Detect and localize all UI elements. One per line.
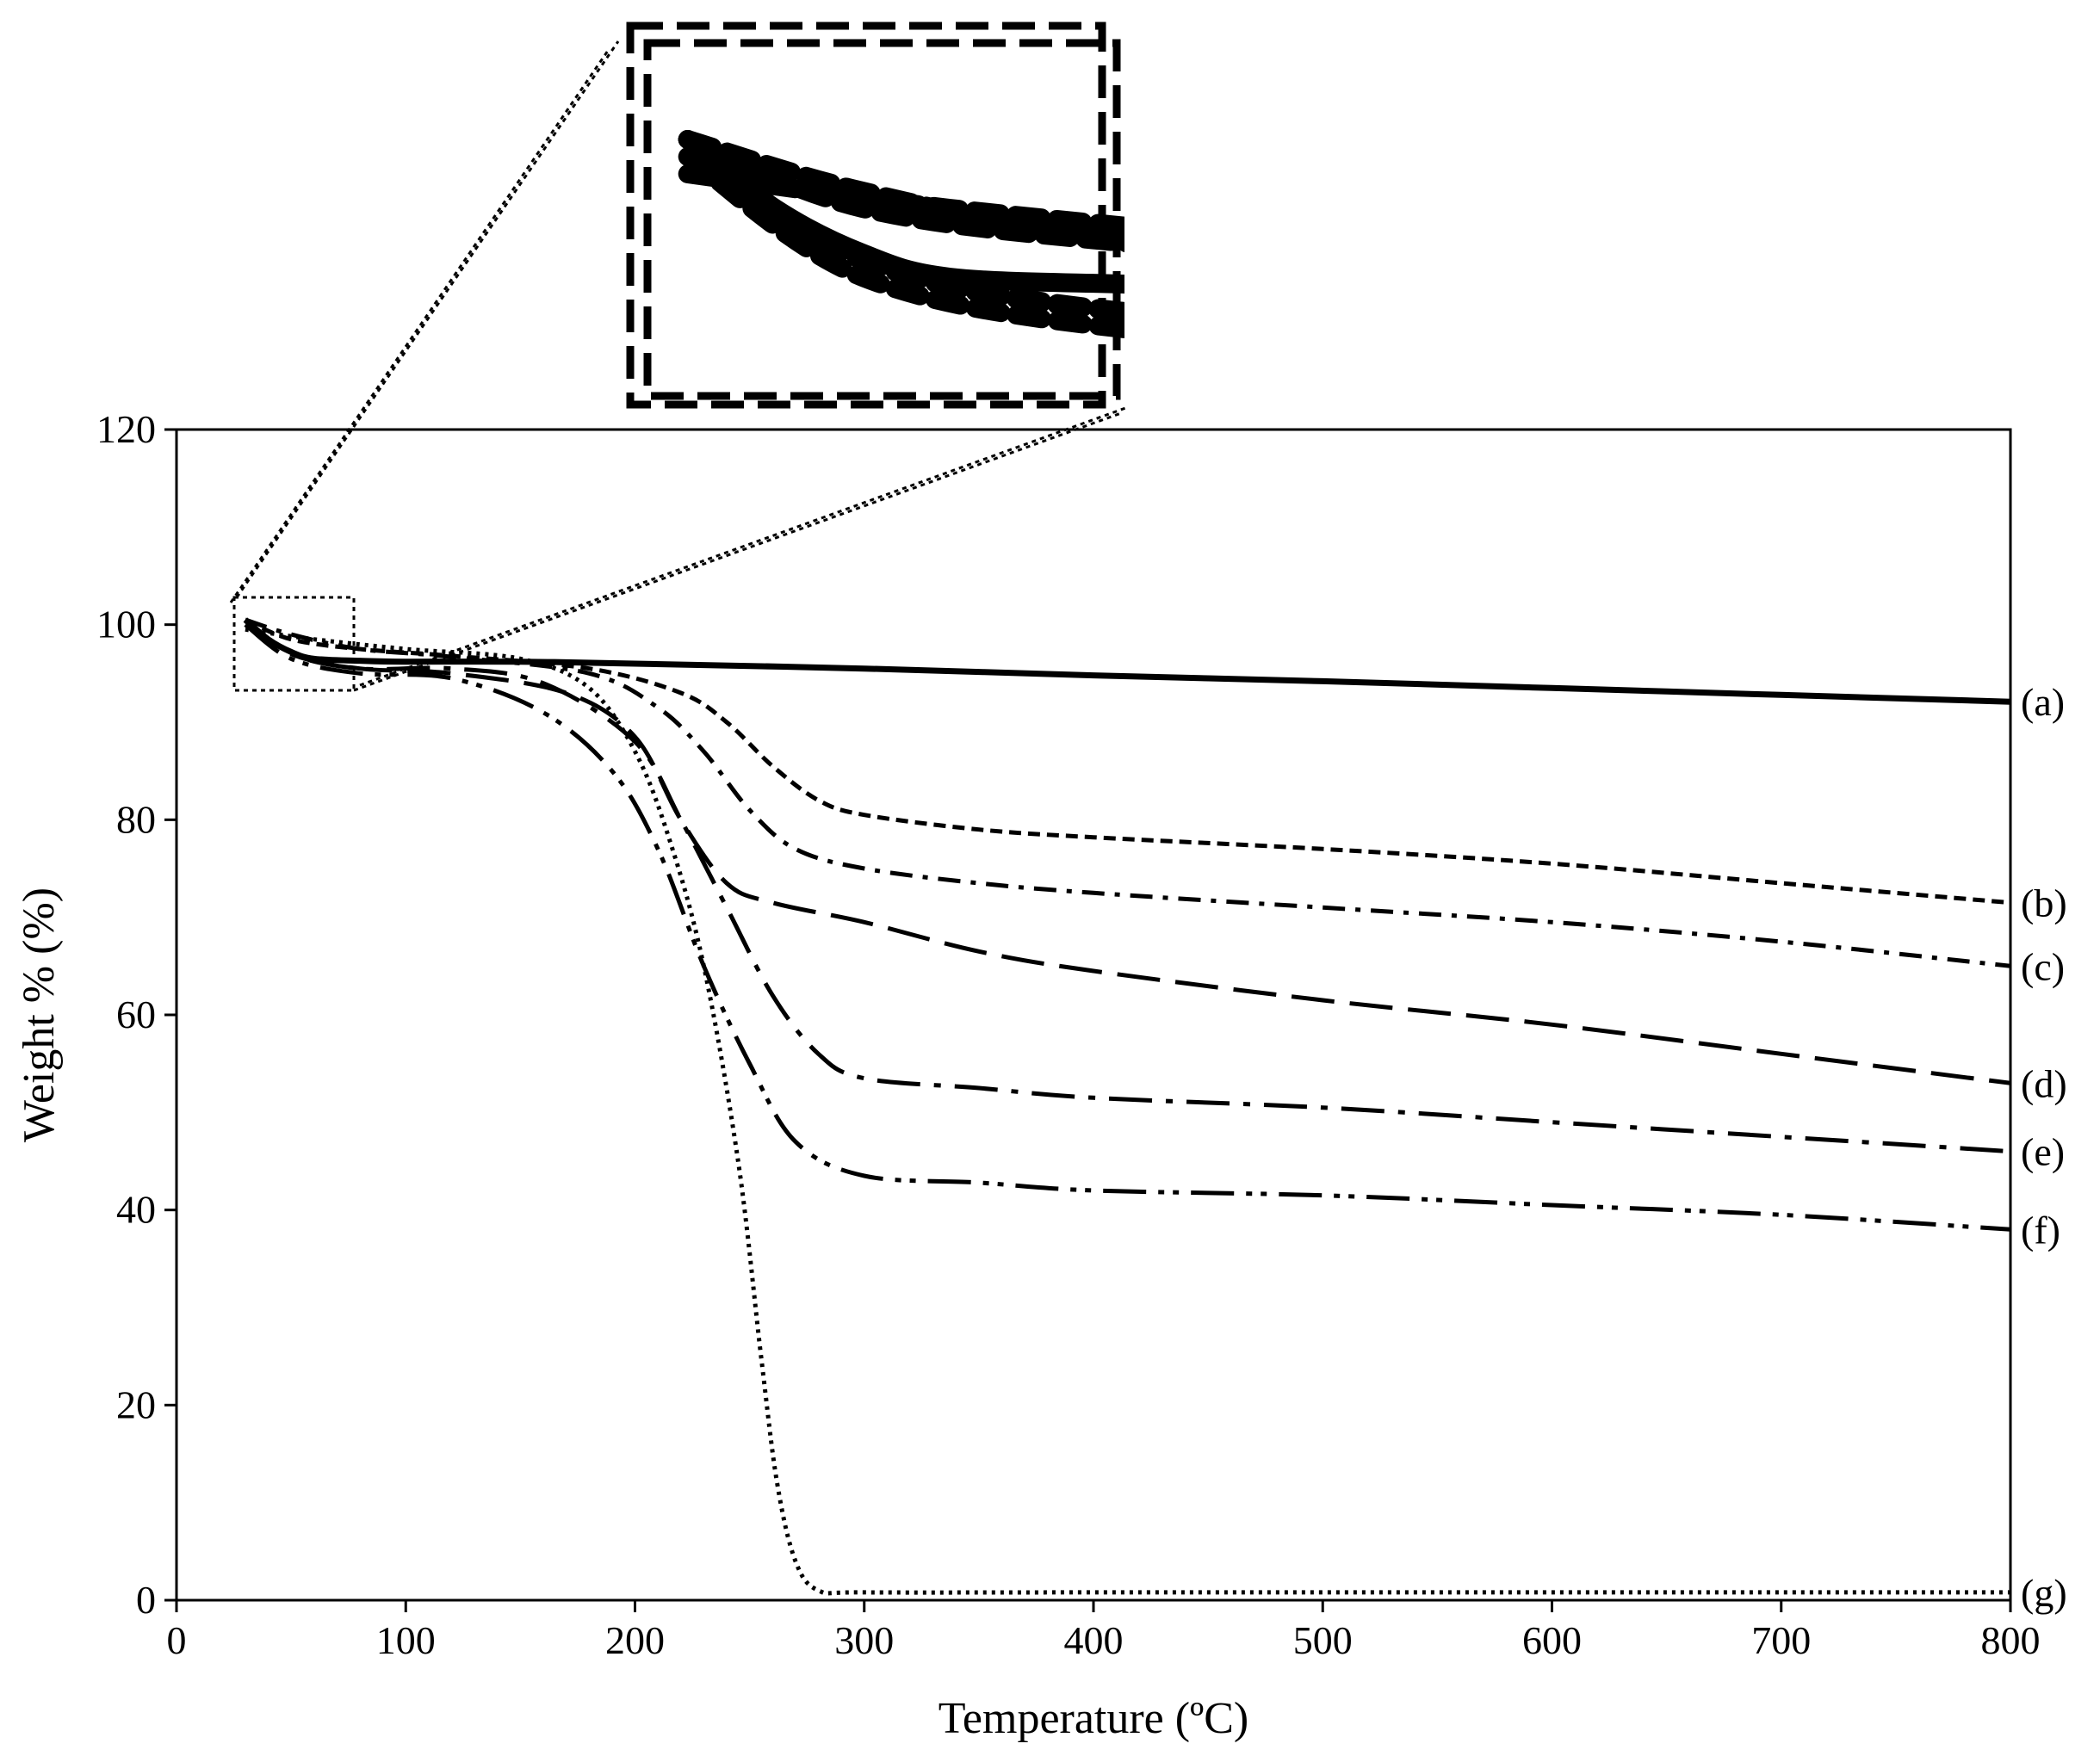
y-tick-label: 80 [116,797,156,841]
series-line-f [244,622,2010,1232]
y-tick-label: 100 [96,603,156,646]
zoom-connector-left-inner [229,47,611,603]
series-line-e [244,617,2010,1154]
series-line-b [244,617,2010,906]
y-axis-title: Weight % (%) [15,887,64,1142]
y-tick-label: 20 [116,1382,156,1426]
inset-curve [678,130,1124,253]
series-line-d [244,617,2010,1085]
plot-frame [175,428,2012,1602]
x-tick-label: 200 [605,1618,665,1662]
series-label-g: (g) [2021,1571,2067,1615]
series-label-a: (a) [2021,680,2065,724]
inset-curve [678,147,1124,339]
inset-curve [678,130,1124,322]
inset-curves [678,130,1124,339]
series-label-b: (b) [2021,881,2067,925]
series-layer [243,617,2010,1596]
x-tick-label: 600 [1522,1618,1582,1662]
series-label-d: (d) [2021,1061,2067,1105]
x-tick-label: 300 [834,1618,894,1662]
series-line-c [245,617,2010,968]
zoom-inset [626,22,1124,409]
y-tick-label: 40 [116,1188,156,1232]
x-tick-label: 100 [376,1618,436,1662]
series-label-e: (e) [2021,1130,2065,1174]
inset-curve [678,164,1124,236]
series-label-c: (c) [2021,944,2065,988]
zoom-connector-left [235,40,620,598]
x-tick-label: 800 [1981,1618,2041,1662]
series-labels: (a) (b) (c) (d) (e) (f) (g) [2021,680,2067,1615]
zoom-connector-right [353,411,1122,692]
x-axis: 0 100 200 300 400 500 600 700 800 [167,1600,2041,1662]
y-tick-label: 0 [136,1578,156,1622]
x-tick-label: 500 [1293,1618,1353,1662]
y-tick-label: 120 [96,407,156,451]
x-tick-label: 400 [1064,1618,1124,1662]
inset-frame-inner [643,39,1121,400]
x-axis-title: Temperature (ºC) [938,1694,1248,1743]
zoom-region-box [232,596,356,692]
series-line-a [243,617,2010,705]
y-tick-label: 60 [116,992,156,1036]
zoom-connector-right-inner [359,405,1129,687]
y-axis: 0 20 40 60 80 100 120 [96,407,177,1622]
series-label-f: (f) [2021,1208,2060,1252]
x-tick-label: 700 [1751,1618,1811,1662]
x-tick-label: 0 [167,1618,187,1662]
series-line-g [245,627,2010,1596]
